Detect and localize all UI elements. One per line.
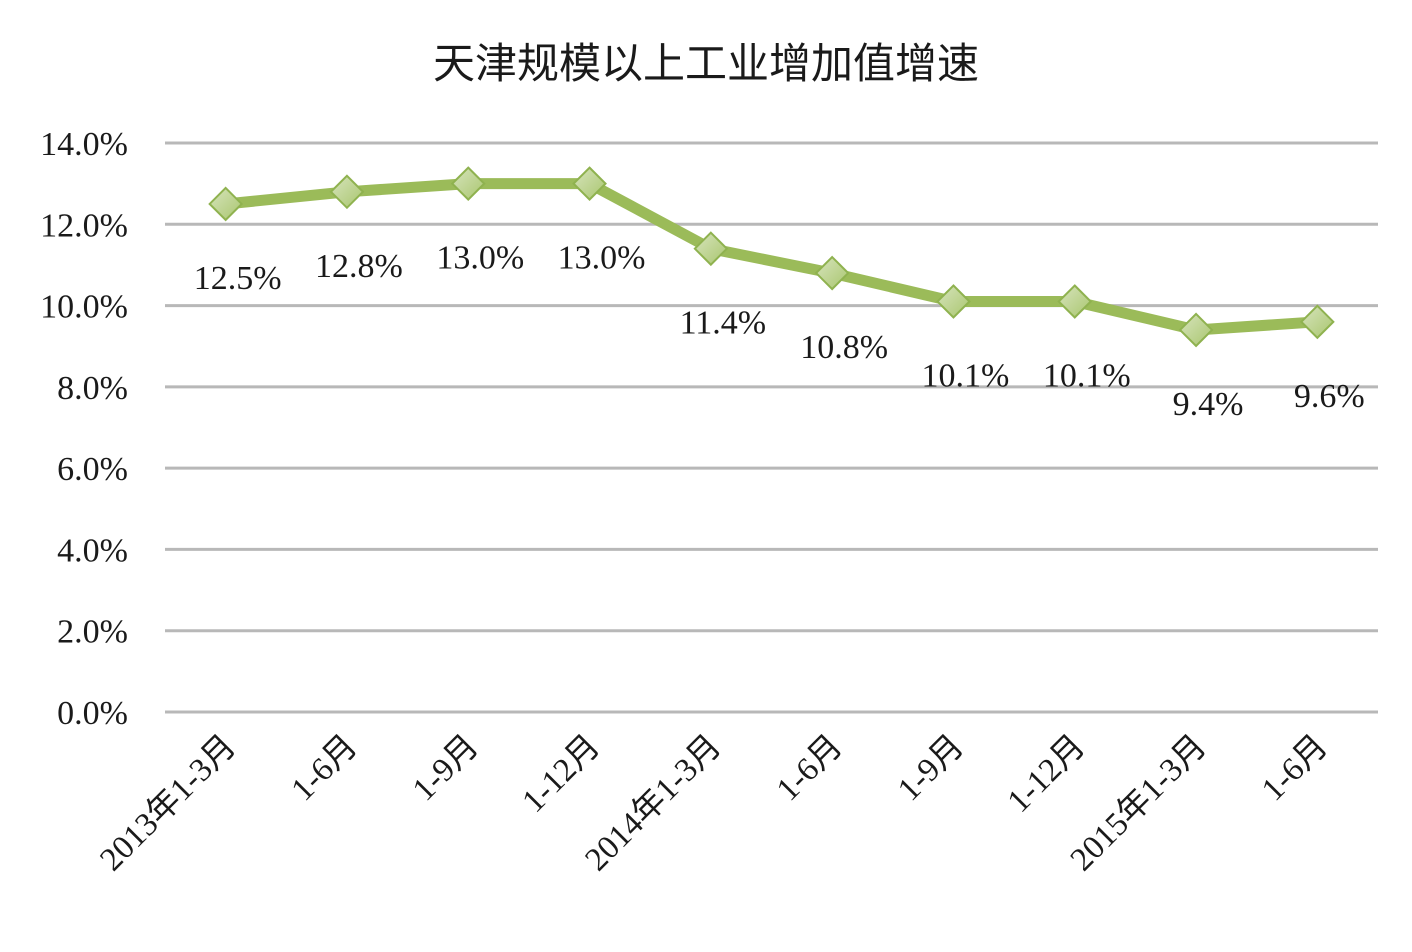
- data-point-marker: [1178, 312, 1214, 348]
- data-label: 13.0%: [558, 240, 646, 277]
- y-tick-label: 0.0%: [57, 695, 128, 732]
- x-tick-label: 2013年1-3月: [93, 727, 244, 878]
- data-label: 9.4%: [1173, 386, 1244, 423]
- data-label: 10.1%: [922, 358, 1010, 395]
- data-label: 10.1%: [1043, 358, 1131, 395]
- data-point-marker: [572, 166, 607, 202]
- gridlines: [165, 141, 1378, 714]
- data-label: 12.5%: [194, 260, 282, 297]
- data-point-marker: [208, 186, 244, 222]
- x-tick-label: 1-9月: [406, 728, 486, 808]
- y-axis-tick-labels: 0.0% 2.0% 4.0% 6.0% 8.0% 10.0% 12.0% 14.0%: [40, 126, 128, 732]
- y-tick-label: 8.0%: [57, 370, 128, 407]
- data-label: 9.6%: [1294, 378, 1365, 415]
- x-tick-label: 1-12月: [516, 728, 608, 820]
- data-point-marker: [329, 174, 365, 210]
- data-label-group: 12.5% 12.8% 13.0% 13.0% 11.4% 10.8% 10.1% 10.1%…: [194, 240, 1365, 423]
- y-tick-label: 2.0%: [57, 614, 128, 651]
- data-point-marker: [693, 231, 729, 267]
- y-tick-label: 6.0%: [57, 451, 128, 488]
- y-tick-label: 4.0%: [57, 532, 128, 569]
- data-point-marker: [936, 284, 971, 319]
- data-point-marker: [814, 255, 850, 291]
- series-group: [220, 178, 1323, 336]
- x-tick-label: 1-12月: [1001, 728, 1093, 820]
- data-point-marker: [450, 166, 486, 202]
- data-label: 10.8%: [800, 329, 888, 366]
- chart-title: 天津规模以上工业增加值增速: [433, 39, 979, 88]
- marker-group: [208, 166, 1335, 348]
- y-tick-label: 12.0%: [40, 207, 128, 244]
- x-tick-label: 1-9月: [891, 728, 971, 808]
- data-point-marker: [1057, 284, 1093, 319]
- data-point-marker: [1299, 304, 1335, 340]
- series-line: [220, 178, 1323, 336]
- x-tick-label: 1-6月: [770, 728, 850, 808]
- y-tick-label: 10.0%: [40, 289, 128, 326]
- y-tick-label: 14.0%: [40, 126, 128, 163]
- data-label: 12.8%: [315, 248, 403, 285]
- x-tick-label: 1-6月: [285, 728, 365, 808]
- x-tick-label: 1-6月: [1255, 728, 1335, 808]
- data-label: 11.4%: [680, 305, 767, 342]
- data-label: 13.0%: [436, 240, 524, 277]
